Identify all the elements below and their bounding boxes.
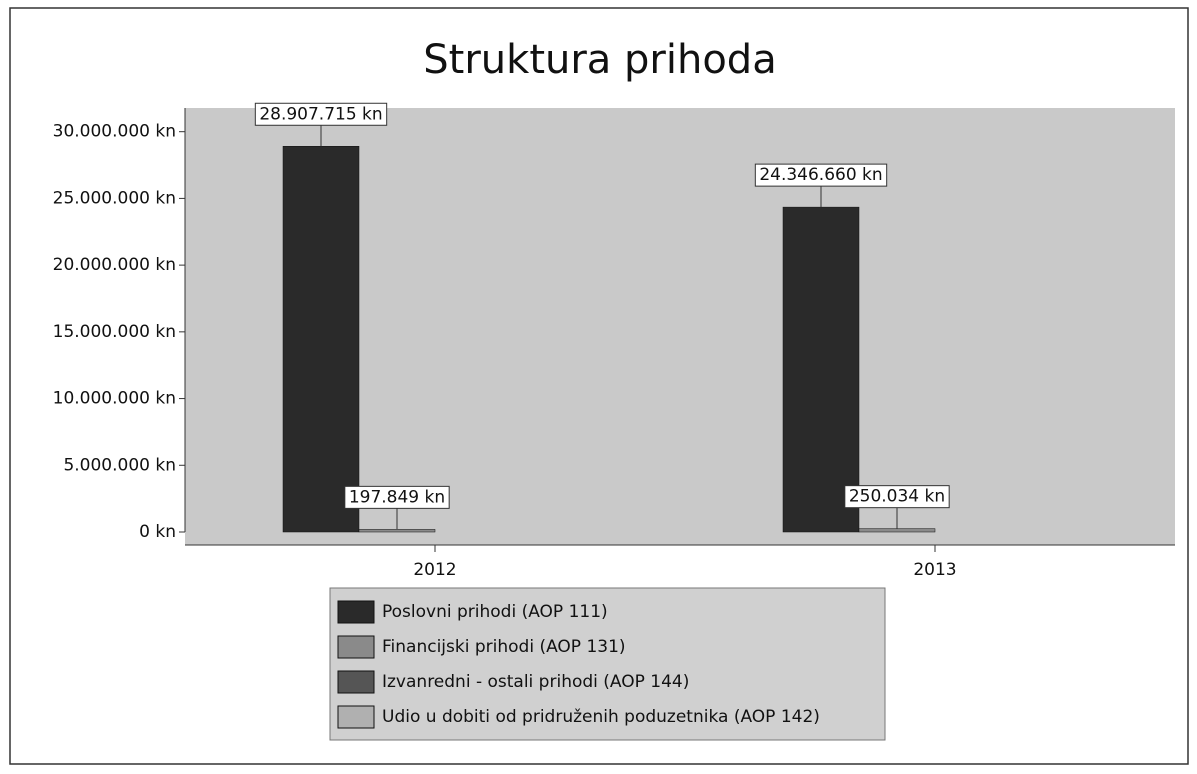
x-tick-label: 2012	[413, 560, 456, 580]
value-label: 28.907.715 kn	[259, 104, 382, 124]
value-label-box	[344, 485, 450, 509]
y-tick-label: 25.000.000 kn	[53, 188, 176, 208]
bar	[358, 529, 436, 533]
y-tick-label: 30.000.000 kn	[53, 122, 176, 142]
value-label: 24.346.660 kn	[759, 165, 882, 185]
bar	[782, 206, 860, 533]
y-tick-label: 20.000.000 kn	[53, 255, 176, 275]
x-tick-label: 2013	[913, 560, 956, 580]
legend-swatch	[337, 705, 375, 729]
value-label: 197.849 kn	[349, 487, 445, 507]
chart-title: Struktura prihoda	[423, 37, 776, 83]
value-label: 250.034 kn	[849, 487, 945, 507]
value-label-box	[754, 163, 888, 187]
legend-swatch	[337, 600, 375, 624]
legend-swatch	[337, 670, 375, 694]
y-tick-label: 5.000.000 kn	[63, 455, 176, 475]
y-tick-label: 10.000.000 kn	[53, 389, 176, 409]
y-tick-label: 0 kn	[139, 522, 176, 542]
legend-label: Poslovni prihodi (AOP 111)	[382, 602, 608, 622]
bar	[282, 146, 360, 533]
legend-label: Izvanredni - ostali prihodi (AOP 144)	[382, 672, 689, 692]
value-label-box	[844, 485, 950, 509]
bar	[858, 528, 936, 533]
value-label-box	[254, 102, 388, 126]
legend-label: Udio u dobiti od pridruženih poduzetnika…	[382, 707, 820, 727]
legend	[329, 587, 886, 741]
y-tick-label: 15.000.000 kn	[53, 322, 176, 342]
legend-label: Financijski prihodi (AOP 131)	[382, 637, 626, 657]
legend-swatch	[337, 635, 375, 659]
